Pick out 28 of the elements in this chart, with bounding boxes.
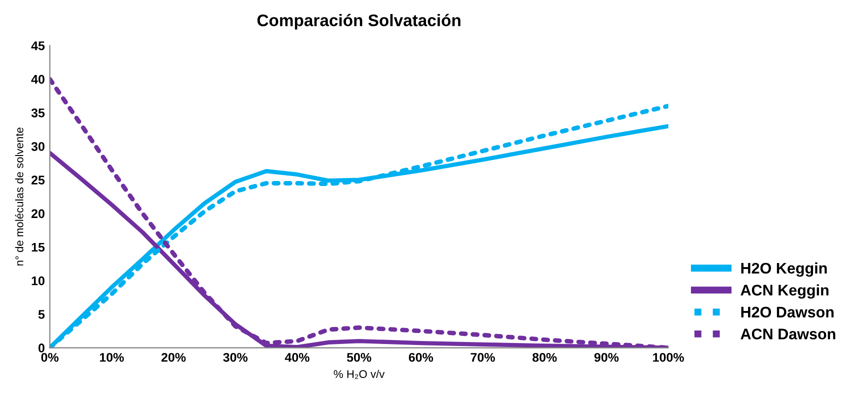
x-tick-label: 20% xyxy=(161,352,186,362)
y-tick-label: 35 xyxy=(31,108,45,118)
y-tick-label: 25 xyxy=(31,176,45,185)
y-tick-label: 0 xyxy=(38,344,44,352)
y-axis-title: n° de moléculas de solvente xyxy=(15,128,24,266)
x-tick-label: 30% xyxy=(223,352,248,362)
x-tick-label: 60% xyxy=(408,352,434,362)
x-tick-label: 50% xyxy=(346,352,372,362)
x-tick-label: 0% xyxy=(41,352,59,362)
y-tick-label: 30 xyxy=(31,142,44,151)
y-tick-label: 15 xyxy=(32,242,45,252)
legend-label: ACN Dawson xyxy=(740,328,836,340)
x-tick-label: 40% xyxy=(284,352,310,362)
legend-label: H2O Dawson xyxy=(741,306,834,318)
x-axis-title: % H₂O v/v xyxy=(334,370,385,379)
y-tick-label: 40 xyxy=(31,74,44,84)
x-tick-label: 80% xyxy=(532,352,557,362)
y-tick-label: 5 xyxy=(38,310,45,319)
x-tick-label: 100% xyxy=(653,352,684,362)
y-tick-label: 45 xyxy=(31,41,45,50)
y-tick-label: 10 xyxy=(32,276,44,286)
x-tick-label: 70% xyxy=(470,352,495,362)
legend-label: H2O Keggin xyxy=(741,262,827,277)
x-tick-label: 10% xyxy=(100,352,124,362)
legend-label: ACN Keggin xyxy=(740,284,828,299)
chart-title: Comparación Solvatación xyxy=(257,14,460,30)
x-tick-label: 90% xyxy=(594,352,619,362)
y-tick-label: 20 xyxy=(31,209,44,218)
